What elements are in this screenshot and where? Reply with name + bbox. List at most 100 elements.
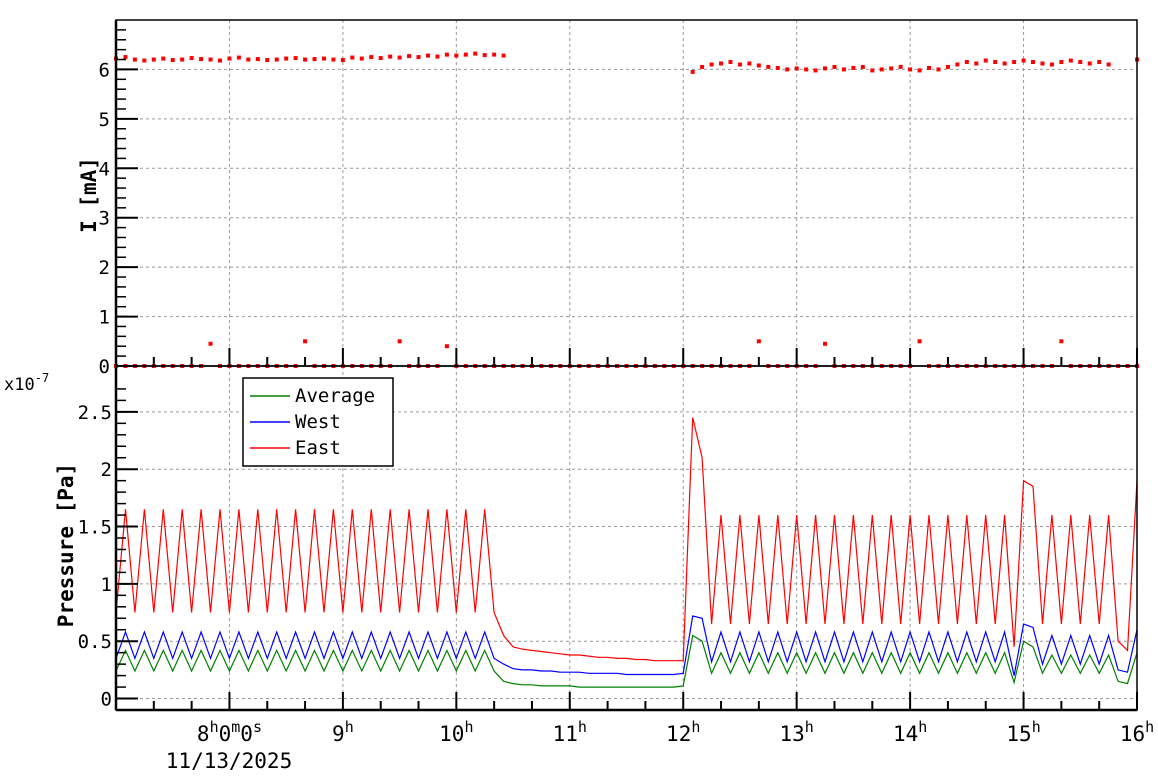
- current-point: [700, 64, 705, 69]
- current-point: [813, 68, 818, 73]
- current-point: [908, 67, 913, 72]
- series-line-west: [115, 615, 1138, 676]
- current-point: [823, 66, 828, 71]
- legend-label-east: East: [295, 437, 341, 459]
- current-point: [974, 61, 979, 66]
- current-point: [747, 61, 752, 66]
- x-tick-label: 15h: [1006, 718, 1040, 746]
- current-point: [359, 56, 364, 61]
- current-point: [189, 56, 194, 61]
- current-point: [1002, 61, 1007, 66]
- current-point: [860, 64, 865, 69]
- current-point: [719, 61, 724, 66]
- current-point: [444, 52, 449, 57]
- series-line-average: [115, 634, 1138, 688]
- current-point: [501, 53, 506, 58]
- current-point: [284, 56, 289, 61]
- current-baseline-point: [208, 341, 213, 346]
- current-point: [709, 62, 714, 67]
- current-baseline-point: [917, 339, 922, 344]
- current-point: [964, 60, 969, 65]
- current-point: [151, 57, 156, 62]
- current-point: [945, 64, 950, 69]
- current-point: [303, 57, 308, 62]
- current-point: [1059, 60, 1064, 65]
- current-point: [350, 55, 355, 60]
- current-point: [340, 58, 345, 63]
- current-point: [1049, 62, 1054, 67]
- current-point: [936, 67, 941, 72]
- current-point: [388, 54, 393, 59]
- current-point: [879, 67, 884, 72]
- current-point: [841, 67, 846, 72]
- series-line-east: [115, 417, 1138, 662]
- current-point: [794, 66, 799, 71]
- y-tick-label: 5: [99, 109, 110, 131]
- y-tick-label: 1: [99, 307, 110, 329]
- current-point: [889, 66, 894, 71]
- current-point: [993, 60, 998, 65]
- y-tick-label: 6: [99, 59, 110, 81]
- y-tick-label: 0: [99, 356, 110, 378]
- current-point: [851, 65, 856, 70]
- current-point: [804, 67, 809, 72]
- current-point: [898, 64, 903, 69]
- current-point: [312, 57, 317, 62]
- current-point: [180, 57, 185, 62]
- x-tick-label: 11h: [553, 718, 587, 746]
- current-point: [416, 55, 421, 60]
- current-point: [321, 56, 326, 61]
- pressure-multiplier: x10-7: [4, 371, 49, 395]
- current-point: [737, 62, 742, 67]
- pressure-axis-title: Pressure [Pa]: [54, 463, 78, 627]
- current-point: [199, 57, 204, 62]
- x-tick-label: 8h0m0s: [197, 718, 262, 746]
- current-point: [728, 60, 733, 65]
- legend-label-average: Average: [295, 385, 375, 407]
- axes: 8h0m0s 9h 10h 11h 12h 13h 14h 15h 16h 0 1 2 3 4 5 6 0 0.5…: [78, 19, 1154, 746]
- current-point: [378, 56, 383, 61]
- current-point: [785, 67, 790, 72]
- current-point: [492, 52, 497, 57]
- current-point: [917, 68, 922, 73]
- y-tick-label: 4: [99, 158, 110, 180]
- current-point: [463, 52, 468, 57]
- current-point: [397, 55, 402, 60]
- y-tick-label: 1.5: [78, 517, 112, 539]
- current-point: [454, 53, 459, 58]
- current-point: [132, 57, 137, 62]
- current-baseline-point: [1059, 339, 1064, 344]
- current-point: [482, 53, 487, 58]
- current-point: [161, 56, 166, 61]
- current-point: [123, 55, 128, 60]
- current-point: [1031, 60, 1036, 65]
- current-frame: [115, 19, 1138, 367]
- current-point: [955, 62, 960, 67]
- y-tick-label: 0: [101, 689, 112, 711]
- current-point: [756, 63, 761, 68]
- current-point: [690, 69, 695, 74]
- x-tick-label: 14h: [893, 718, 927, 746]
- y-tick-label: 2: [99, 257, 110, 279]
- y-tick-label: 2.5: [78, 402, 112, 424]
- current-point: [927, 65, 932, 70]
- x-tick-label: 9h: [332, 718, 354, 746]
- plot-area: [114, 51, 1139, 688]
- current-point: [473, 51, 478, 56]
- current-point: [208, 57, 213, 62]
- current-point: [1087, 61, 1092, 66]
- current-point: [1021, 58, 1026, 63]
- x-tick-label: 10h: [439, 718, 473, 746]
- y-tick-label: 0.5: [78, 631, 112, 653]
- current-point: [407, 54, 412, 59]
- y-tick-label: 2: [101, 459, 112, 481]
- current-axis-title: I [mA]: [77, 157, 101, 233]
- current-baseline-point: [303, 339, 308, 344]
- current-point: [983, 58, 988, 63]
- current-baseline-point: [397, 339, 402, 344]
- current-point: [142, 58, 147, 63]
- current-point: [1012, 60, 1017, 65]
- grid: [115, 20, 1138, 710]
- current-baseline-point: [444, 344, 449, 349]
- current-point: [435, 54, 440, 59]
